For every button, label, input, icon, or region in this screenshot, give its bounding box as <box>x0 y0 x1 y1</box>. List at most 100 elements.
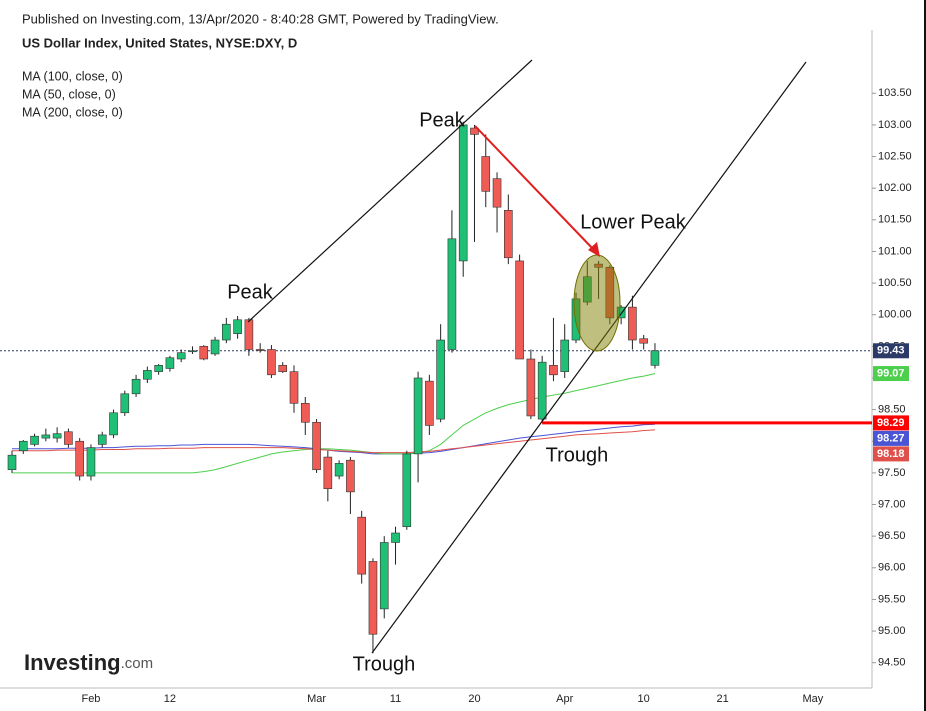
arrow-head <box>588 242 600 257</box>
y-tick-label: 96.00 <box>878 562 906 574</box>
candle-body <box>650 350 660 366</box>
candle-body <box>165 357 175 369</box>
y-tick-label: 100.50 <box>878 277 912 289</box>
candle-body <box>289 371 299 404</box>
candle-body <box>300 402 310 423</box>
candle-body <box>447 238 457 350</box>
candle-body <box>504 210 513 259</box>
candle-body <box>537 361 547 420</box>
price-tag-label: 99.43 <box>877 345 905 357</box>
candle-body <box>41 434 51 439</box>
price-tag-label: 98.27 <box>877 432 905 444</box>
candle-body <box>120 393 130 414</box>
candle-body <box>30 435 39 445</box>
candle-body <box>357 516 366 575</box>
logo: Investing.com <box>24 650 153 675</box>
x-tick-label: 20 <box>468 693 480 705</box>
highlight-ellipse <box>573 254 621 352</box>
y-tick-label: 97.00 <box>878 498 906 510</box>
annotation: Trough <box>546 444 609 466</box>
price-tag <box>873 366 909 382</box>
price-tag-label: 98.29 <box>877 417 905 429</box>
candle-body <box>278 365 288 372</box>
price-tag <box>873 415 909 431</box>
y-tick-label: 103.00 <box>878 119 912 131</box>
candle-body <box>346 459 355 493</box>
price-tag-label: 99.07 <box>877 367 905 379</box>
y-tick-label: 102.00 <box>878 182 912 194</box>
ma-line <box>12 373 656 474</box>
x-tick-label: Apr <box>556 693 573 705</box>
legend-entry: MA (50, close, 0) <box>22 87 116 101</box>
y-tick-label: 102.50 <box>878 150 912 162</box>
candle-body <box>492 178 502 208</box>
candle-body <box>560 339 570 372</box>
y-tick-label: 101.50 <box>878 214 912 226</box>
candle-body <box>210 339 220 355</box>
candle-body <box>75 440 84 477</box>
y-tick-label: 94.50 <box>878 657 906 669</box>
y-tick-label: 103.50 <box>878 87 912 99</box>
candle-body <box>267 349 276 376</box>
y-tick-label: 98.50 <box>878 404 906 416</box>
trend-line <box>371 61 807 654</box>
candle-body <box>481 156 491 192</box>
candle-body <box>334 463 344 477</box>
candle-body <box>222 323 231 341</box>
candle-body <box>154 365 163 372</box>
annotation: Peak <box>419 109 466 131</box>
candle-body <box>436 339 445 420</box>
candle-body <box>413 377 423 455</box>
legend-entry: MA (200, close, 0) <box>22 105 123 119</box>
price-tag <box>873 430 909 446</box>
x-tick-label: 11 <box>390 693 401 705</box>
candle-body <box>18 440 28 452</box>
y-tick-label: 97.50 <box>878 467 906 479</box>
y-tick-label: 100.00 <box>878 309 912 321</box>
x-tick-label: Feb <box>81 693 100 705</box>
x-tick-label: Mar <box>307 693 326 705</box>
candle-body <box>7 454 17 471</box>
candle-body <box>526 358 536 417</box>
candle-body <box>64 431 73 445</box>
candle-body <box>379 542 389 610</box>
candle-body <box>199 346 209 360</box>
logo-suffix: .com <box>121 655 154 672</box>
candle-body <box>458 124 468 262</box>
candle-body <box>425 380 434 426</box>
candle-body <box>549 365 558 376</box>
annotation: Peak <box>227 281 274 303</box>
annotation: Trough <box>353 653 416 675</box>
price-tag-label: 98.18 <box>877 448 905 460</box>
candle-body <box>233 319 242 334</box>
candle-body <box>391 532 400 543</box>
candle-body <box>176 352 186 360</box>
y-tick-label: 96.50 <box>878 530 906 542</box>
y-tick-label: 95.00 <box>878 625 906 637</box>
trend-line <box>247 59 533 323</box>
x-tick-label: 21 <box>717 693 729 705</box>
candle-body <box>52 433 62 439</box>
y-tick-label: 101.00 <box>878 245 912 257</box>
x-tick-label: May <box>802 693 823 705</box>
y-tick-label: 95.50 <box>878 593 906 605</box>
candle-body <box>143 370 152 380</box>
candle-body <box>131 378 141 395</box>
x-tick-label: 10 <box>638 693 650 705</box>
annotation: Lower Peak <box>580 211 687 233</box>
candle-body <box>244 319 254 350</box>
candle-body <box>368 561 378 635</box>
published-line: Published on Investing.com, 13/Apr/2020 … <box>22 11 499 26</box>
candle-body <box>255 349 265 351</box>
ma-line <box>12 429 656 454</box>
candle-body <box>312 421 321 471</box>
candle-body <box>515 260 524 360</box>
candle-body <box>109 412 118 436</box>
logo-main: Investing <box>24 650 121 675</box>
x-tick-label: 12 <box>164 693 176 705</box>
candle-body <box>402 453 412 527</box>
candle-body <box>188 350 197 353</box>
candle-body <box>97 434 107 445</box>
